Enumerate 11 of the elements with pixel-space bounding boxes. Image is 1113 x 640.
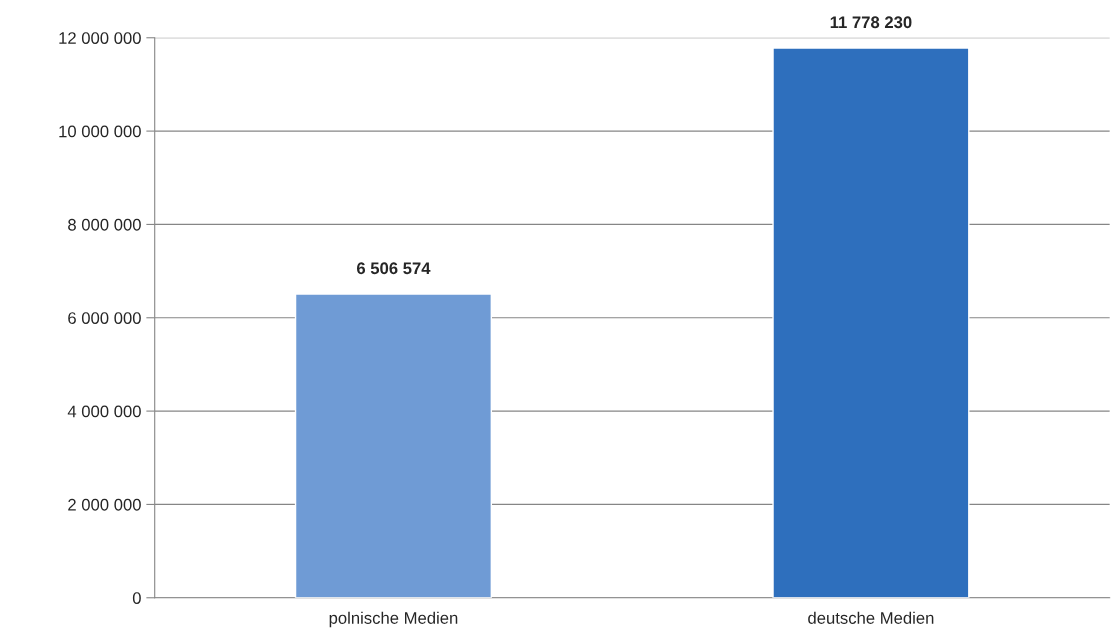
y-tick-label: 8 000 000 — [68, 218, 141, 231]
data-label: 11 778 230 — [830, 16, 912, 29]
y-tick-label: 10 000 000 — [59, 125, 141, 138]
y-tick-label: 0 — [132, 592, 141, 604]
data-label: 6 506 574 — [356, 262, 431, 275]
y-tick-label: 12 000 000 — [59, 32, 141, 44]
y-tick-label: 2 000 000 — [68, 498, 141, 511]
x-tick-label: deutsche Medien — [808, 611, 934, 624]
y-tick-label: 6 000 000 — [68, 312, 141, 324]
y-tick-label: 4 000 000 — [67, 405, 141, 418]
x-tick-label: polnische Medien — [329, 611, 458, 628]
